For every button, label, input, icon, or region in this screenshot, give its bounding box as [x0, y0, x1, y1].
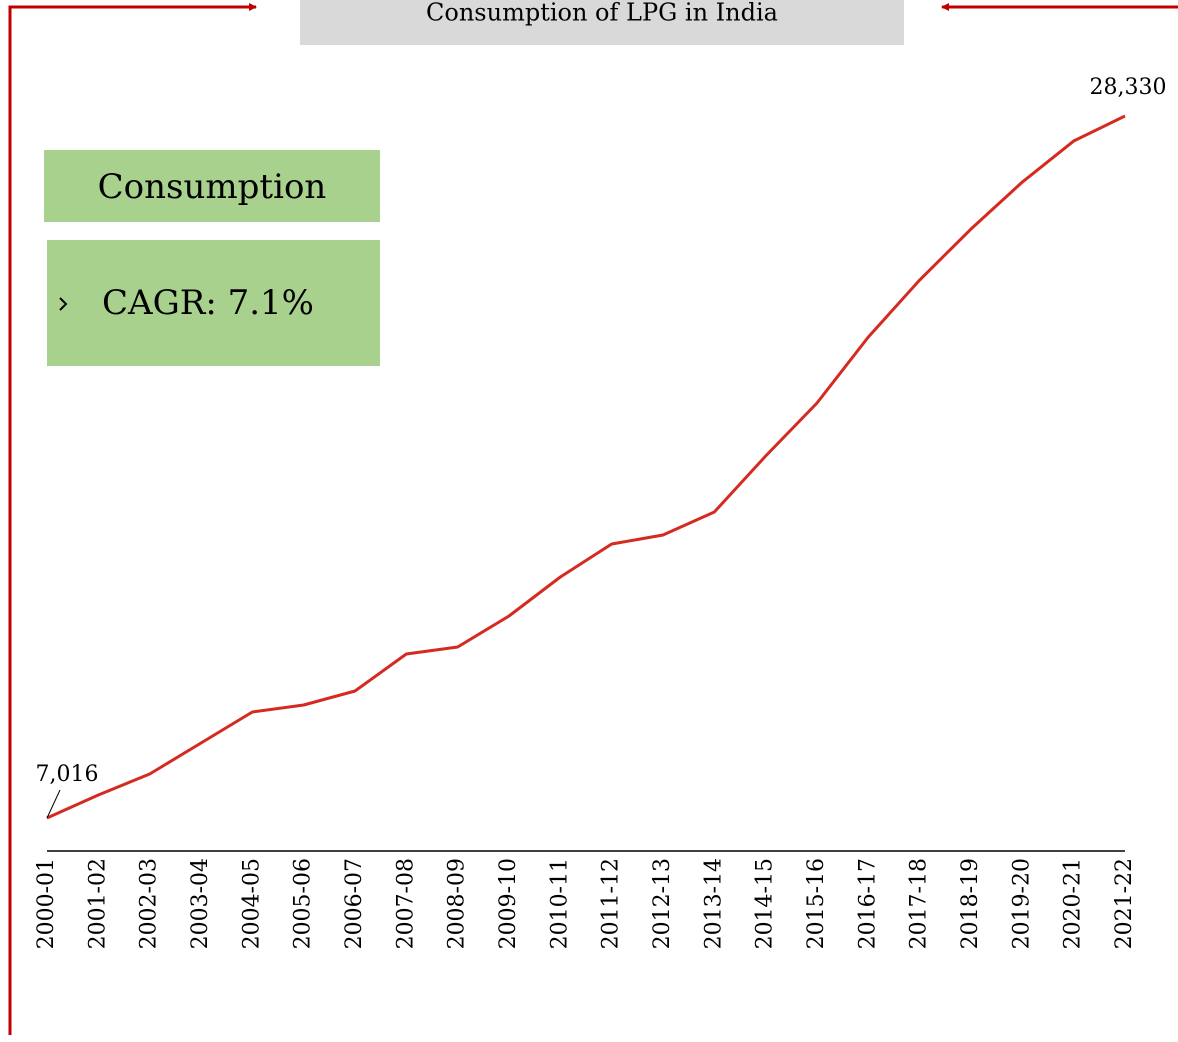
- x-tick-label: 2018-19: [958, 858, 983, 949]
- x-tick-label: 2002-03: [137, 858, 162, 949]
- x-tick-label: 2012-13: [650, 858, 675, 949]
- title-box: [300, 0, 904, 45]
- chart-title: Consumption of LPG in India: [426, 0, 778, 27]
- bullet: [59, 297, 68, 311]
- x-tick-label: 2011-12: [599, 858, 624, 949]
- x-tick-label: 2000-01: [34, 858, 59, 949]
- x-tick-label: 2001-02: [85, 858, 110, 949]
- leader-line: [46, 789, 61, 819]
- x-tick-label: 2010-11: [547, 858, 572, 949]
- x-tick-label: 2021-22: [1112, 858, 1137, 949]
- x-tick-label: 2014-15: [753, 858, 778, 949]
- line: [46, 114, 1126, 820]
- x-tick-label: 2003-04: [188, 858, 213, 949]
- x-tick-label: 2015-16: [804, 858, 829, 949]
- panel-text: CAGR: 7.1%: [102, 283, 314, 323]
- x-tick-label: 2013-14: [701, 858, 726, 949]
- x-tick-label: 2017-18: [907, 858, 932, 949]
- frame-arrow: [8, 3, 257, 1035]
- panel-title: Consumption: [98, 167, 327, 207]
- panel-box: [47, 240, 380, 366]
- x-tick-label: 2007-08: [393, 858, 418, 949]
- x-tick-label: 2019-20: [1009, 858, 1034, 949]
- x-tick-label: 2005-06: [291, 858, 316, 949]
- data-label: 7,016: [36, 762, 99, 787]
- x-tick-label: 2006-07: [342, 858, 367, 949]
- x-tick-label: 2009-10: [496, 858, 521, 949]
- panel-title-box: [44, 150, 380, 222]
- data-label: 28,330: [1090, 75, 1167, 100]
- x-tick-label: 2004-05: [239, 858, 264, 949]
- x-tick-label: 2008-09: [445, 858, 470, 949]
- x-tick-label: 2020-21: [1061, 858, 1086, 949]
- x-tick-label: 2016-17: [855, 858, 880, 949]
